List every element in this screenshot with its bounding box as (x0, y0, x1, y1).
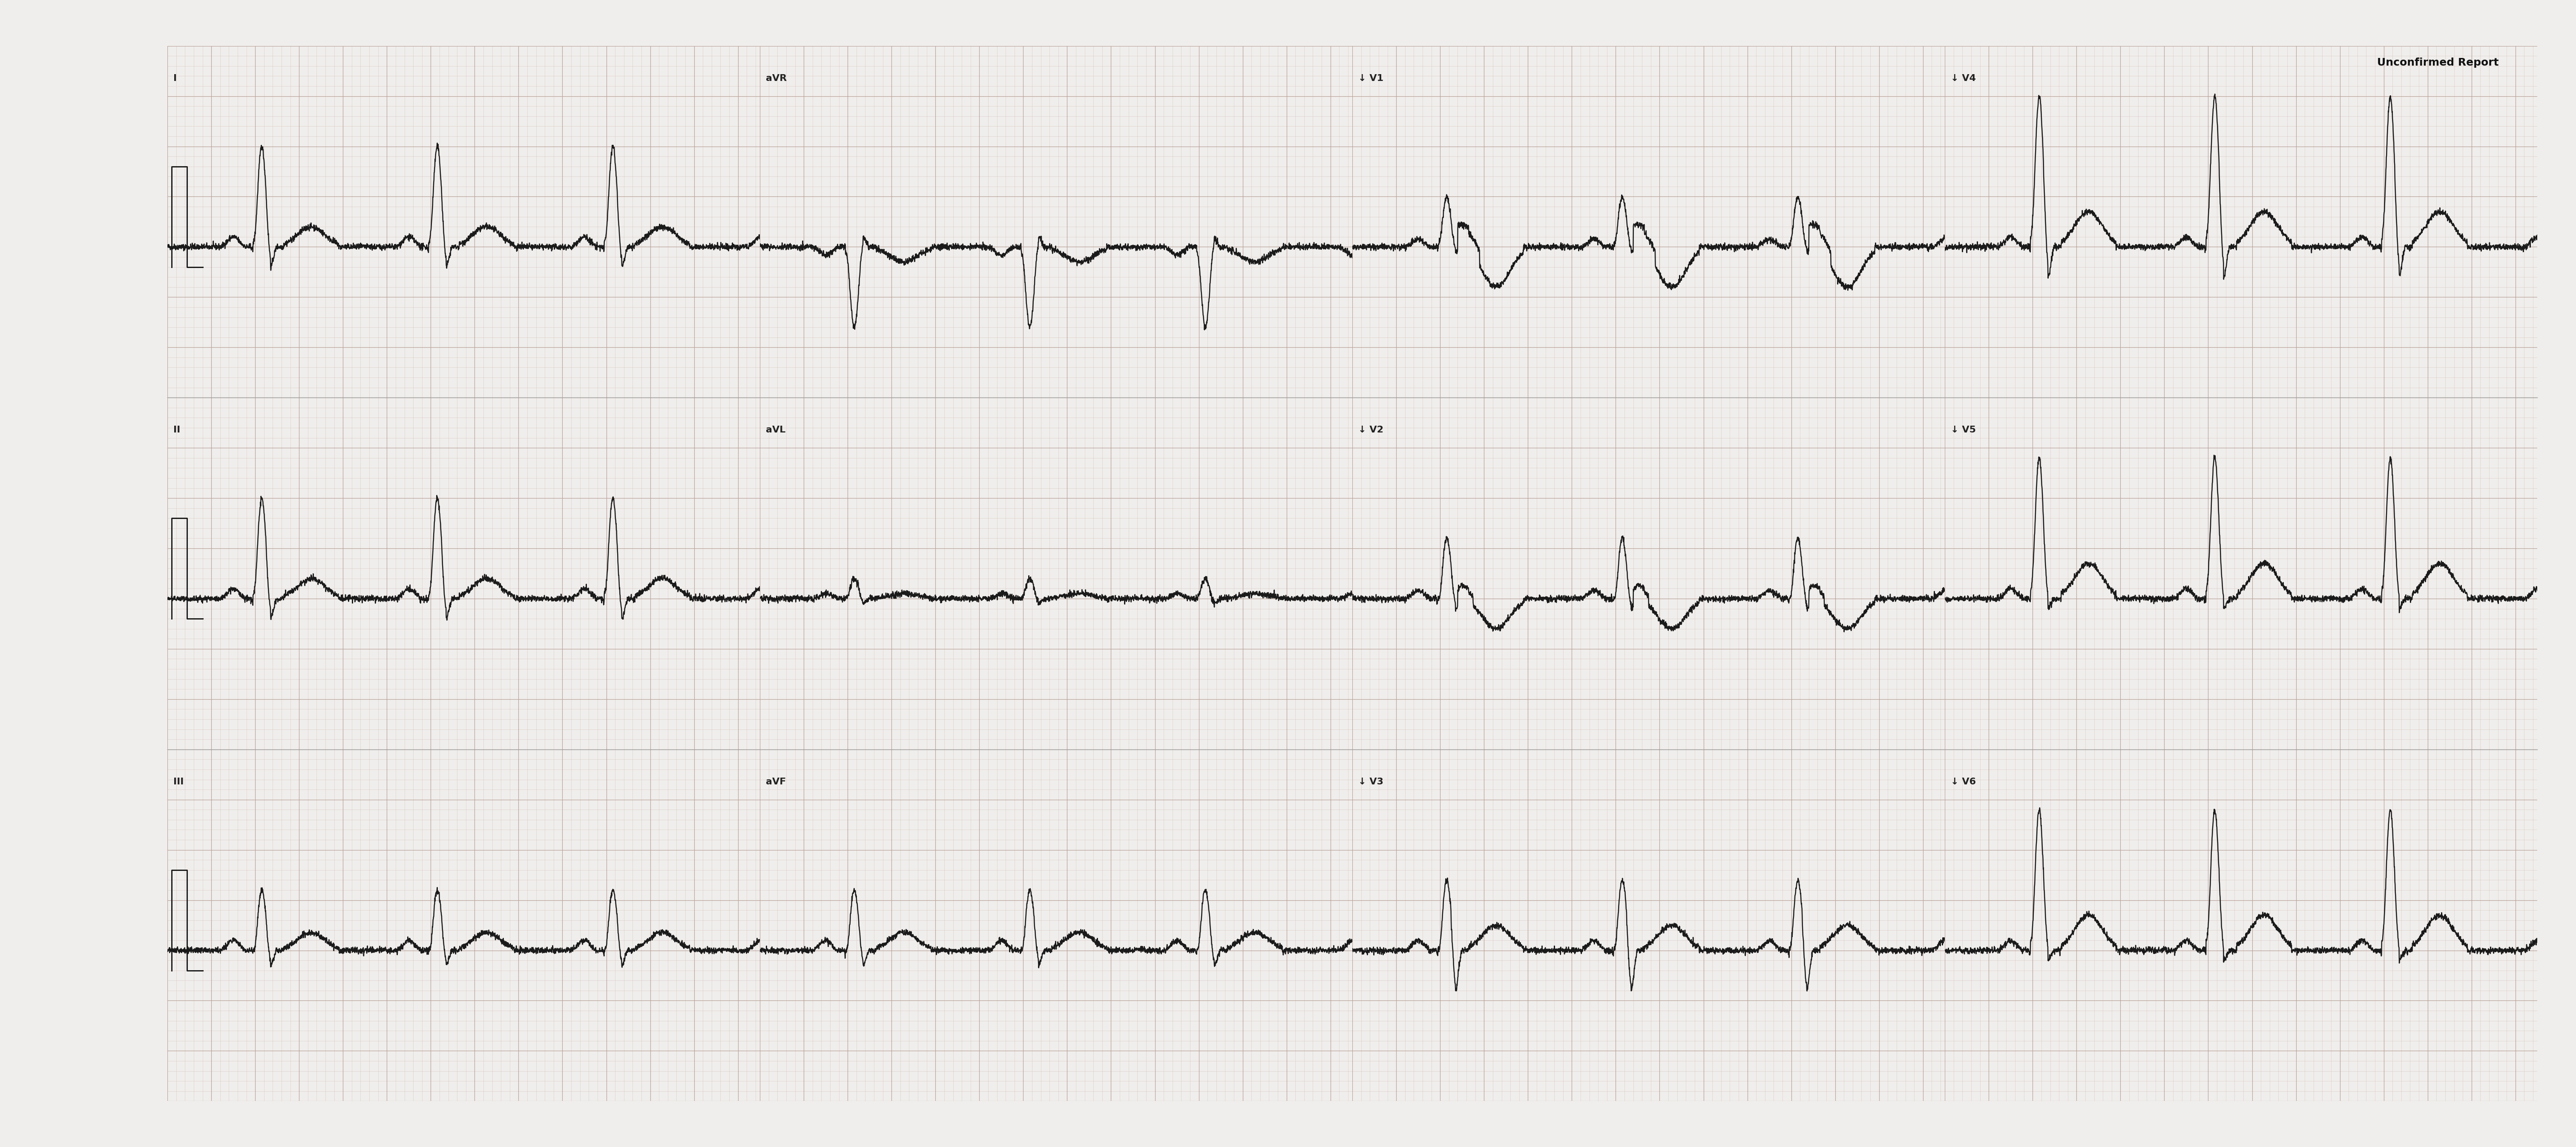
Text: II: II (173, 426, 180, 435)
Text: III: III (173, 778, 183, 786)
Text: I: I (173, 75, 178, 83)
Text: ↓ V2: ↓ V2 (1358, 426, 1383, 435)
Text: aVL: aVL (765, 426, 786, 435)
Text: aVF: aVF (765, 778, 786, 786)
Text: Unconfirmed Report: Unconfirmed Report (2378, 57, 2499, 68)
Text: ↓ V4: ↓ V4 (1950, 75, 1976, 83)
Text: ↓ V6: ↓ V6 (1950, 778, 1976, 786)
Text: ↓ V1: ↓ V1 (1358, 75, 1383, 83)
Text: ↓ V3: ↓ V3 (1358, 778, 1383, 786)
Text: aVR: aVR (765, 75, 786, 83)
Text: ↓ V5: ↓ V5 (1950, 426, 1976, 435)
